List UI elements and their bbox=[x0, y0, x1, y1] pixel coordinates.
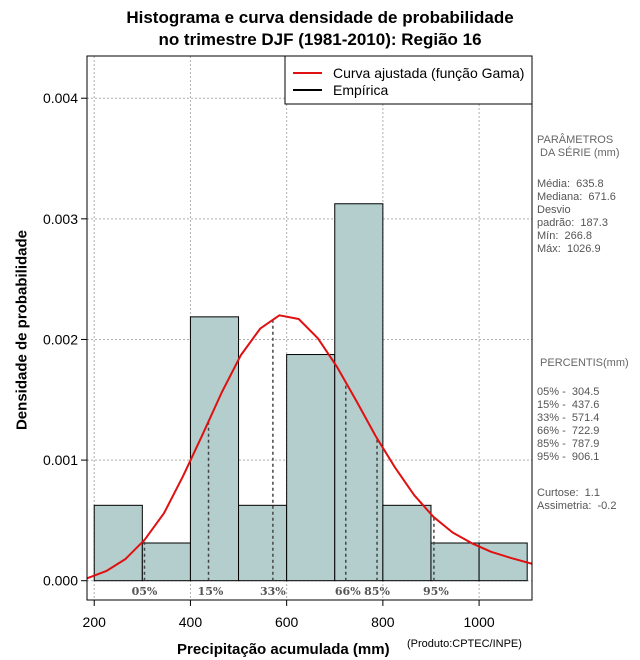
legend-fit-label: Curva ajustada (função Gama) bbox=[333, 65, 524, 81]
param-line: Mediana: 671.6 bbox=[537, 191, 616, 203]
percentile-label: 85% bbox=[364, 585, 390, 598]
product-credit: (Produto:CPTEC/INPE) bbox=[407, 638, 522, 650]
y-tick-label: 0.000 bbox=[43, 573, 78, 589]
percentil-line: 15% - 437.6 bbox=[537, 399, 600, 411]
params-list: Média: 635.8 Mediana: 671.6 Desvio padrão: … bbox=[537, 178, 616, 256]
y-axis-label: Densidade de probabilidade bbox=[13, 229, 31, 431]
percentil-line: 05% - 304.5 bbox=[537, 386, 600, 398]
histogram-bar bbox=[238, 504, 288, 582]
param-line: Média: 635.8 bbox=[537, 178, 604, 190]
x-tick-label: 600 bbox=[275, 614, 299, 630]
histogram-bar bbox=[189, 316, 240, 582]
histogram-bar bbox=[286, 354, 336, 582]
y-tick-label: 0.002 bbox=[43, 331, 78, 347]
param-line: Máx: 1026.9 bbox=[537, 243, 601, 255]
percentil-line: 95% - 906.1 bbox=[537, 451, 600, 463]
percentis-list: 05% - 304.5 15% - 437.6 33% - 571.4 66% - 7… bbox=[537, 386, 599, 464]
percentil-line: 33% - 571.4 bbox=[537, 412, 600, 424]
percentil-line: 85% - 787.9 bbox=[537, 438, 600, 450]
y-tick-label: 0.001 bbox=[43, 452, 78, 468]
histogram-bar bbox=[93, 504, 143, 582]
percentile-label: 33% bbox=[260, 585, 286, 598]
param-line: padrão: 187.3 bbox=[537, 217, 608, 229]
param-line: Mín: 266.8 bbox=[537, 230, 593, 242]
histogram-bar bbox=[382, 504, 432, 582]
legend-empirical-label: Empírica bbox=[333, 82, 388, 98]
percentile-label: 05% bbox=[132, 585, 158, 598]
param-line: Desvio bbox=[537, 204, 571, 216]
stat-line: Curtose: 1.1 bbox=[537, 487, 600, 499]
x-tick-label: 400 bbox=[179, 614, 203, 630]
histogram-bar bbox=[141, 542, 191, 582]
x-tick-label: 1000 bbox=[464, 614, 495, 630]
percentile-label: 95% bbox=[423, 585, 449, 598]
y-tick-label: 0.003 bbox=[43, 211, 78, 227]
y-tick-label: 0.004 bbox=[43, 90, 78, 106]
stats-list: Curtose: 1.1 Assimetria: -0.2 bbox=[537, 487, 616, 513]
histogram-bar bbox=[430, 542, 480, 582]
legend-box bbox=[284, 55, 533, 105]
percentis-title: PERCENTIS(mm) bbox=[537, 357, 629, 369]
percentile-label: 66% bbox=[335, 585, 361, 598]
percentil-line: 66% - 722.9 bbox=[537, 425, 600, 437]
percentile-label: 15% bbox=[198, 585, 224, 598]
chart-title-line-2: no trimestre DJF (1981-2010): Região 16 bbox=[158, 30, 482, 49]
x-axis-label: Precipitação acumulada (mm) bbox=[177, 641, 390, 658]
stat-line: Assimetria: -0.2 bbox=[537, 500, 617, 512]
fitted-gamma-curve bbox=[87, 314, 532, 580]
histogram-bar bbox=[334, 203, 384, 582]
params-title: PARÂMETROS DA SÉRIE (mm) bbox=[537, 134, 620, 159]
x-tick-label: 200 bbox=[83, 614, 107, 630]
chart-title-line-1: Histograma e curva densidade de probabil… bbox=[126, 8, 514, 27]
x-tick-label: 800 bbox=[371, 614, 395, 630]
